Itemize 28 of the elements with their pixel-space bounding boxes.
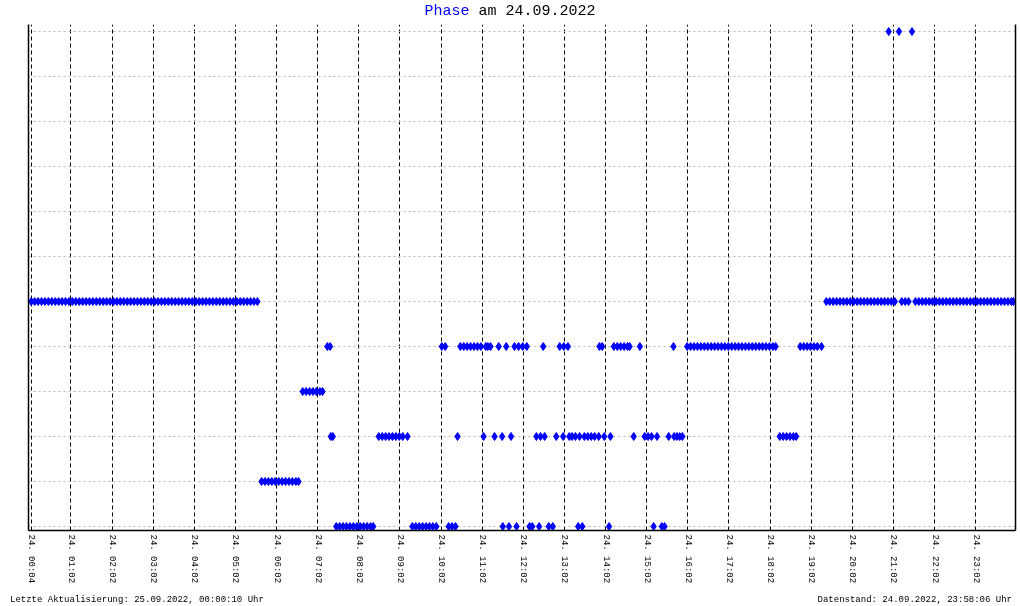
chart-title: am 24.09.2022	[478, 3, 596, 20]
text: Datenstand: 24.09.2022, 23:58:06 Uhr	[816, 594, 1013, 606]
x-tick-label: 24. 17:02	[724, 534, 734, 584]
x-tick-label: 24. 20:02	[847, 534, 858, 584]
text: Letzte Aktualisierung: 25.09.2022, 00:00:10 Uhr	[9, 594, 265, 606]
x-tick-label: 24. 19:02	[806, 534, 817, 584]
text: Phase	[424, 3, 470, 20]
x-tick-label: 24. 21:02	[888, 534, 899, 584]
x-tick-label: 24. 06:02	[271, 534, 282, 584]
x-tick-label: 24. 15:02	[641, 534, 652, 584]
x-tick-label: 24. 22:02	[929, 534, 940, 584]
x-tick-label: 24. 10:02	[436, 534, 447, 584]
x-tick-label: 24. 18:02	[765, 534, 776, 584]
x-tick-label: 24. 13:02	[559, 534, 570, 584]
x-tick-label: 24. 00:04	[26, 534, 37, 584]
x-tick-label: 24. 05:02	[230, 534, 241, 584]
x-tick-label: 24. 11:02	[477, 534, 488, 584]
x-tick-label: 24. 12:02	[518, 534, 529, 584]
x-tick-label: 24. 23:02	[970, 534, 981, 584]
x-tick-label: 24. 14:02	[600, 534, 611, 584]
x-tick-label: 24. 07:02	[312, 534, 323, 584]
x-tick-label: 24. 08:02	[353, 534, 364, 584]
x-tick-label: 24. 04:02	[189, 534, 200, 584]
x-tick-label: 24. 02:02	[107, 534, 118, 584]
x-tick-label: 24. 03:02	[148, 534, 159, 584]
x-tick-label: 24. 01:02	[66, 534, 76, 584]
x-tick-label: 24. 09:02	[395, 534, 405, 584]
x-tick-label: 24. 16:02	[682, 534, 693, 584]
